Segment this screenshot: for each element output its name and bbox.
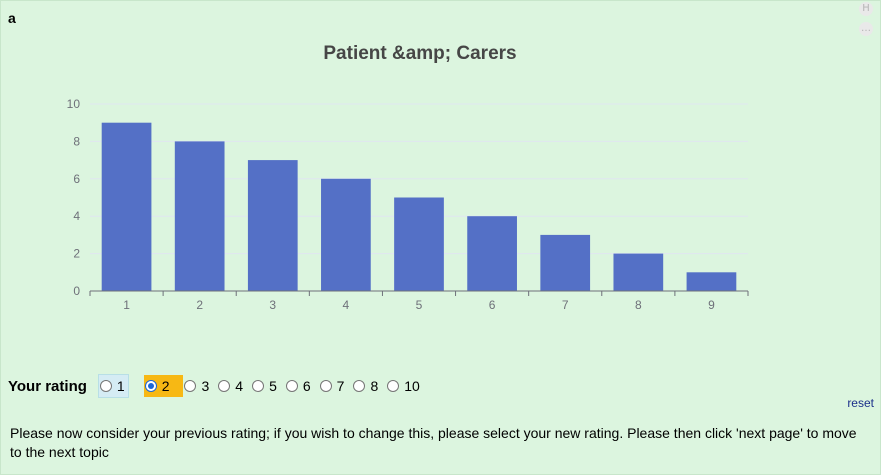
rating-option-label: 7 — [336, 378, 345, 394]
rating-option-5[interactable]: 5 — [251, 375, 281, 397]
bar — [613, 253, 664, 291]
bar — [101, 122, 152, 291]
x-tick-label: 3 — [269, 298, 276, 312]
rating-option-2[interactable]: 2 — [143, 375, 184, 397]
rating-option-4[interactable]: 4 — [217, 375, 247, 397]
side-icons: H … — [859, 2, 875, 42]
rating-option-3[interactable]: 3 — [183, 375, 213, 397]
x-tick-label: 8 — [635, 298, 642, 312]
bar — [174, 141, 225, 291]
chart-title: Patient &amp; Carers — [323, 43, 516, 64]
rating-option-label: 6 — [302, 378, 311, 394]
bar — [321, 178, 371, 291]
y-tick-label: 0 — [73, 284, 80, 298]
radio-button[interactable] — [387, 380, 400, 392]
question-label: a — [8, 10, 16, 26]
reset-link[interactable]: reset — [847, 396, 874, 410]
x-tick-label: 4 — [343, 298, 350, 312]
bar — [467, 216, 517, 291]
comment-icon[interactable]: … — [859, 22, 873, 36]
x-tick-label: 2 — [196, 298, 203, 312]
bar — [247, 160, 298, 291]
instructions-text: Please now consider your previous rating… — [10, 425, 857, 460]
radio-button[interactable] — [319, 380, 332, 392]
y-tick-label: 6 — [73, 172, 80, 186]
radio-button[interactable] — [285, 380, 298, 392]
rating-option-label: 5 — [269, 378, 277, 394]
rating-label: Your rating — [8, 377, 87, 395]
y-tick-label: 2 — [73, 247, 80, 261]
rating-row: Your rating 1 2 3 4 5 6 7 8 10 — [8, 374, 428, 398]
radio-button[interactable] — [252, 380, 265, 392]
rating-option-7[interactable]: 7 — [319, 375, 349, 397]
rating-option-label: 1 — [116, 378, 125, 394]
x-tick-label: 6 — [489, 298, 496, 312]
rating-option-8[interactable]: 8 — [352, 375, 382, 397]
y-tick-label: 10 — [67, 97, 81, 111]
rating-option-label: 3 — [201, 378, 210, 394]
x-tick-label: 9 — [708, 298, 715, 312]
bar-chart: Patient &amp; Carers 0 2 4 6 8 10 1 2 3 4 5 6 7 8 9 — [0, 30, 881, 330]
radio-button[interactable] — [99, 380, 112, 392]
history-icon[interactable]: H — [859, 2, 873, 16]
rating-option-6[interactable]: 6 — [285, 375, 315, 397]
rating-option-label: 10 — [404, 378, 420, 394]
rating-option-10[interactable]: 10 — [386, 375, 424, 397]
x-tick-label: 7 — [562, 298, 569, 312]
rating-option-label: 8 — [370, 378, 379, 394]
x-tick-label: 1 — [123, 298, 130, 312]
rating-option-label: 2 — [161, 378, 170, 394]
rating-options: 1 2 3 4 5 6 7 8 10 — [97, 374, 428, 398]
bar — [686, 272, 737, 291]
radio-button[interactable] — [218, 380, 231, 392]
y-tick-label: 4 — [73, 209, 80, 223]
rating-option-1[interactable]: 1 — [97, 374, 129, 398]
y-tick-label: 8 — [73, 134, 80, 148]
bar — [394, 197, 444, 291]
radio-button[interactable] — [353, 380, 366, 392]
radio-button[interactable] — [184, 380, 197, 392]
radio-button[interactable] — [144, 380, 157, 392]
bar — [540, 234, 591, 291]
rating-option-label: 4 — [235, 378, 244, 394]
x-tick-label: 5 — [416, 298, 423, 312]
